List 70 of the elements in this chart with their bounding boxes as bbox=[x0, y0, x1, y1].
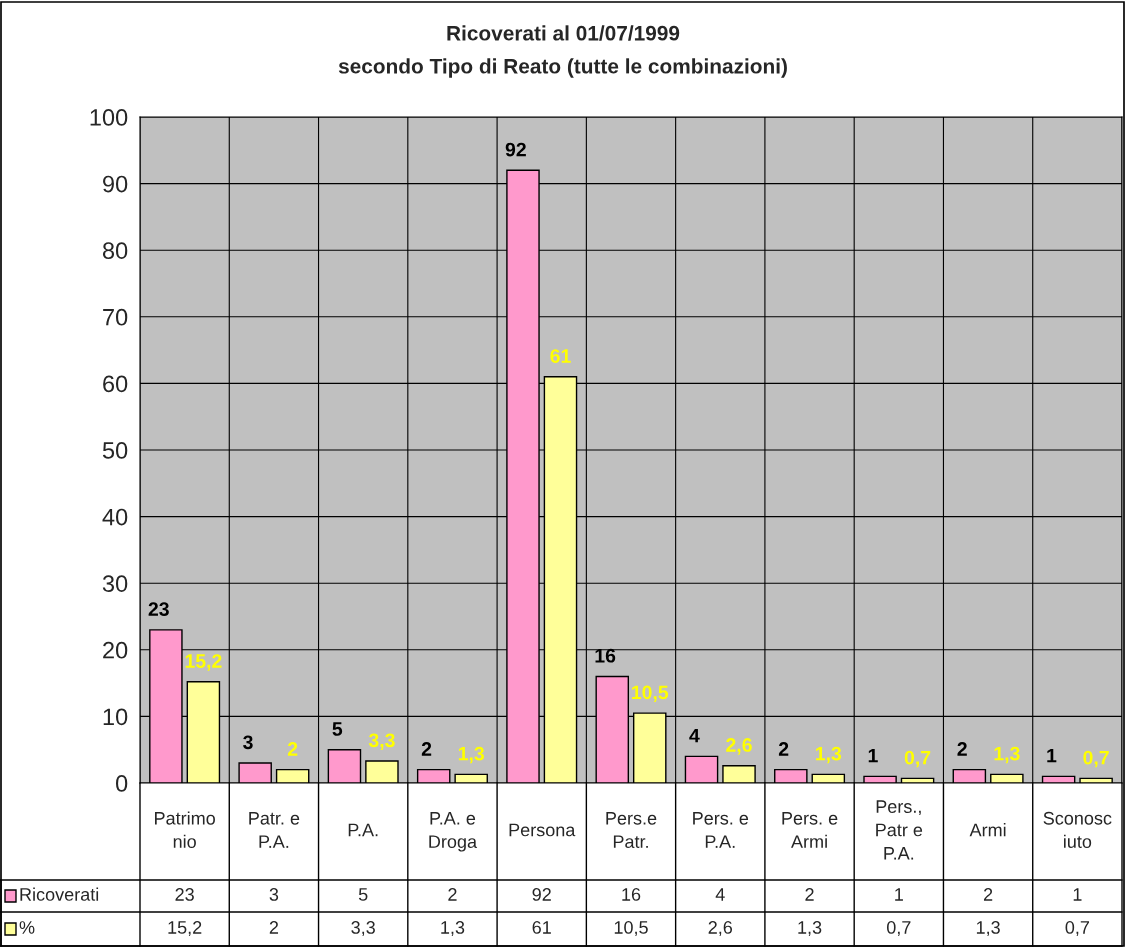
y-tick-label: 100 bbox=[90, 109, 128, 126]
y-tick-label: 30 bbox=[102, 575, 128, 592]
text: 1 bbox=[1047, 748, 1057, 763]
x-tick-label: Patr. e P.A. bbox=[249, 812, 300, 848]
text: 2 bbox=[287, 742, 298, 756]
x-tick-label: P.A. e Droga bbox=[429, 812, 478, 852]
y-tick-label: 50 bbox=[102, 442, 128, 459]
data-label: 0,7 bbox=[1065, 921, 1090, 936]
text: 15,2 bbox=[185, 654, 222, 671]
data-label: 0,7 bbox=[886, 921, 911, 936]
legend-label: % bbox=[19, 921, 35, 934]
text: 1,3 bbox=[994, 746, 1020, 764]
y-tick-label: 80 bbox=[102, 242, 128, 259]
x-tick-label: Pers.e Patr. bbox=[606, 812, 657, 849]
text: 10,5 bbox=[632, 685, 669, 703]
data-label: 92 bbox=[532, 888, 551, 901]
data-label: 1,3 bbox=[798, 921, 822, 936]
x-tick-label: P.A. bbox=[348, 823, 378, 837]
x-tick-label: Persona bbox=[509, 823, 576, 837]
text: 3 bbox=[243, 735, 253, 750]
x-tick-label: Patrimo nio bbox=[155, 811, 215, 849]
y-tick-label: 70 bbox=[103, 308, 128, 326]
y-tick-label: 60 bbox=[103, 375, 128, 393]
legend-label: Ricoverati bbox=[20, 887, 99, 901]
x-tick-label: Armi bbox=[969, 823, 1006, 837]
text: 4 bbox=[689, 728, 700, 743]
x-tick-label: Sconosc iuto bbox=[1043, 811, 1112, 849]
text: 1,3 bbox=[458, 746, 485, 764]
text: 92 bbox=[505, 142, 526, 157]
text: 23 bbox=[148, 602, 169, 617]
data-label: 16 bbox=[622, 888, 641, 901]
x-tick-label: Pers. e P.A. bbox=[693, 812, 749, 848]
text: 2,6 bbox=[726, 738, 752, 755]
y-tick-label: 90 bbox=[103, 175, 128, 193]
text: 5 bbox=[332, 722, 343, 736]
data-label: 10,5 bbox=[614, 921, 648, 936]
data-label: 1 bbox=[895, 888, 903, 901]
data-label: 4 bbox=[715, 888, 725, 901]
chart-title: Ricoverati al 01/07/1999 bbox=[447, 25, 680, 41]
data-label: 1,3 bbox=[976, 921, 1000, 936]
data-label: 2 bbox=[269, 921, 279, 934]
text: 16 bbox=[595, 648, 616, 663]
chart-subtitle: secondo Tipo di Reato (tutte le combinazioni) bbox=[338, 58, 787, 78]
data-label: 23 bbox=[175, 888, 194, 901]
data-label: 5 bbox=[358, 888, 368, 901]
text: 3,3 bbox=[368, 733, 395, 751]
data-label: 15,2 bbox=[168, 921, 202, 936]
text: 1,3 bbox=[816, 746, 842, 764]
text: 0,7 bbox=[1083, 750, 1109, 768]
data-label: 3,3 bbox=[351, 921, 375, 936]
y-tick-label: 20 bbox=[103, 641, 128, 659]
data-label: 61 bbox=[532, 921, 551, 934]
data-label: 2 bbox=[983, 888, 993, 901]
text: 61 bbox=[550, 349, 571, 363]
y-tick-label: 40 bbox=[102, 508, 128, 526]
data-label: 1 bbox=[1073, 888, 1082, 901]
text: 2 bbox=[778, 742, 789, 756]
x-tick-label: Pers. e Armi bbox=[782, 812, 838, 848]
data-label: 2,6 bbox=[708, 921, 733, 936]
y-tick-label: 10 bbox=[103, 708, 128, 726]
y-tick-label: 0 bbox=[115, 775, 128, 792]
x-tick-label: Pers., Patr e P.A. bbox=[876, 800, 923, 860]
text: 1 bbox=[868, 748, 878, 763]
data-label: 2 bbox=[805, 888, 814, 901]
data-label: 2 bbox=[448, 888, 457, 901]
text: 2 bbox=[421, 742, 432, 756]
data-label: 1,3 bbox=[441, 921, 465, 936]
text: 0,7 bbox=[904, 750, 931, 768]
data-label: 3 bbox=[269, 888, 279, 901]
text: 2 bbox=[957, 742, 967, 756]
